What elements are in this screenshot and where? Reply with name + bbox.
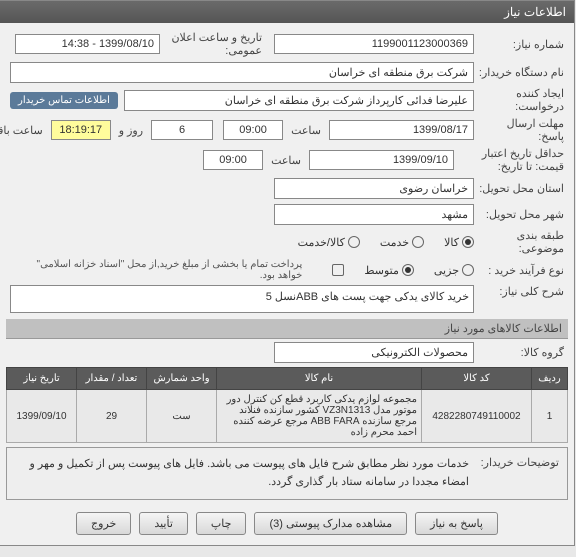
label-time-2: ساعت bbox=[264, 154, 310, 167]
label-city: شهر محل تحویل: bbox=[475, 208, 565, 221]
row-category: طبقه بندی موضوعی: کالا خدمت کالا/خدمت bbox=[7, 227, 569, 257]
label-remain: ساعت باقی مانده bbox=[0, 124, 52, 137]
row-process: نوع فرآیند خرید : جزیی متوسط پرداخت تمام… bbox=[7, 257, 569, 283]
section-items-head: اطلاعات کالاهای مورد نیاز bbox=[7, 319, 569, 339]
value-buyer-desc: خدمات مورد نظر مطابق شرح فایل های پیوست … bbox=[16, 456, 470, 491]
label-province: استان محل تحویل: bbox=[475, 182, 565, 195]
col-code: کد کالا bbox=[423, 368, 533, 390]
radio-goods-label: کالا bbox=[445, 236, 460, 249]
info-window: اطلاعات نیاز شماره نیاز: 119900112300036… bbox=[0, 0, 576, 546]
field-announce[interactable]: 1399/08/10 - 14:38 bbox=[16, 34, 161, 54]
col-unit: واحد شمارش bbox=[148, 368, 218, 390]
label-days: روز و bbox=[112, 124, 152, 137]
field-remain-time: 18:19:17 bbox=[52, 120, 112, 140]
label-deadline: مهلت ارسال پاسخ: bbox=[475, 117, 565, 143]
radio-icon bbox=[463, 236, 475, 248]
radio-small-label: جزیی bbox=[435, 264, 460, 277]
footer-buttons: پاسخ به نیاز مشاهده مدارک پیوستی (3) چاپ… bbox=[7, 504, 569, 539]
field-remain-days: 6 bbox=[152, 120, 214, 140]
field-province[interactable]: خراسان رضوی bbox=[275, 178, 475, 199]
attachments-button[interactable]: مشاهده مدارک پیوستی (3) bbox=[255, 512, 408, 535]
field-validity-date[interactable]: 1399/09/10 bbox=[310, 150, 455, 170]
label-announce: تاریخ و ساعت اعلان عمومی: bbox=[161, 31, 271, 57]
label-category: طبقه بندی موضوعی: bbox=[475, 229, 565, 255]
field-summary[interactable]: خرید کالای یدکی جهت پست های ABBنسل 5 bbox=[11, 285, 475, 313]
radio-small[interactable]: جزیی bbox=[435, 264, 475, 277]
row-city: شهر محل تحویل: مشهد bbox=[7, 201, 569, 227]
radio-icon bbox=[463, 264, 475, 276]
field-creator[interactable]: علیرضا فدائی کارپرداز شرکت برق منطقه ای … bbox=[125, 90, 475, 111]
checkbox-treasury[interactable] bbox=[333, 264, 345, 276]
col-idx: ردیف bbox=[533, 368, 569, 390]
row-province: استان محل تحویل: خراسان رضوی bbox=[7, 175, 569, 201]
window-title: اطلاعات نیاز bbox=[1, 1, 575, 23]
col-name: نام کالا bbox=[218, 368, 423, 390]
row-buyer-org: نام دستگاه خریدار: شرکت برق منطقه ای خرا… bbox=[7, 59, 569, 85]
confirm-button[interactable]: تأیید bbox=[140, 512, 189, 535]
cell-code: 4282280749110002 bbox=[423, 390, 533, 443]
field-deadline-time[interactable]: 09:00 bbox=[224, 120, 284, 140]
row-group: گروه کالا: محصولات الکترونیکی bbox=[7, 339, 569, 365]
back-button[interactable]: پاسخ به نیاز bbox=[416, 512, 499, 535]
row-req-announce: شماره نیاز: 1199001123000369 تاریخ و ساع… bbox=[7, 29, 569, 59]
table-header-row: ردیف کد کالا نام کالا واحد شمارش تعداد /… bbox=[8, 368, 569, 390]
label-group: گروه کالا: bbox=[475, 346, 565, 359]
col-qty: تعداد / مقدار bbox=[78, 368, 148, 390]
row-validity: حداقل تاریخ اعتبار قیمت: تا تاریخ: 1399/… bbox=[7, 145, 569, 175]
radio-goods[interactable]: کالا bbox=[445, 236, 475, 249]
items-table: ردیف کد کالا نام کالا واحد شمارش تعداد /… bbox=[7, 367, 569, 443]
field-group[interactable]: محصولات الکترونیکی bbox=[275, 342, 475, 363]
close-button[interactable]: خروج bbox=[77, 512, 132, 535]
col-date: تاریخ نیاز bbox=[8, 368, 78, 390]
field-validity-time[interactable]: 09:00 bbox=[204, 150, 264, 170]
cell-unit: ست bbox=[148, 390, 218, 443]
radio-medium[interactable]: متوسط bbox=[365, 264, 415, 277]
label-summary: شرح کلی نیاز: bbox=[475, 285, 565, 298]
field-req-no[interactable]: 1199001123000369 bbox=[275, 34, 475, 54]
cell-name: مجموعه لوازم یدکی کاربرد قطع کن کنترل دو… bbox=[218, 390, 423, 443]
radio-goods-service[interactable]: کالا/خدمت bbox=[299, 236, 361, 249]
field-buyer-org[interactable]: شرکت برق منطقه ای خراسان bbox=[11, 62, 475, 83]
radio-icon bbox=[403, 264, 415, 276]
cell-idx: 1 bbox=[533, 390, 569, 443]
cell-qty: 29 bbox=[78, 390, 148, 443]
label-creator: ایجاد کننده درخواست: bbox=[475, 87, 565, 113]
radio-service[interactable]: خدمت bbox=[381, 236, 425, 249]
row-summary: شرح کلی نیاز: خرید کالای یدکی جهت پست ها… bbox=[7, 283, 569, 315]
row-creator: ایجاد کننده درخواست: علیرضا فدائی کارپرد… bbox=[7, 85, 569, 115]
content-area: شماره نیاز: 1199001123000369 تاریخ و ساع… bbox=[1, 23, 575, 545]
radio-icon bbox=[349, 236, 361, 248]
table-row[interactable]: 1 4282280749110002 مجموعه لوازم یدکی کار… bbox=[8, 390, 569, 443]
radio-medium-label: متوسط bbox=[365, 264, 400, 277]
contact-link[interactable]: اطلاعات تماس خریدار bbox=[11, 92, 119, 109]
field-city[interactable]: مشهد bbox=[275, 204, 475, 225]
radio-icon bbox=[413, 236, 425, 248]
cell-date: 1399/09/10 bbox=[8, 390, 78, 443]
label-req-no: شماره نیاز: bbox=[475, 38, 565, 51]
buyer-desc-box: توضیحات خریدار: خدمات مورد نظر مطابق شرح… bbox=[7, 447, 569, 500]
label-time-1: ساعت bbox=[284, 124, 330, 137]
radio-gs-label: کالا/خدمت bbox=[299, 236, 346, 249]
process-note: پرداخت تمام یا بخشی از مبلغ خرید,از محل … bbox=[11, 259, 303, 281]
checkbox-icon bbox=[333, 264, 345, 276]
label-buyer-desc: توضیحات خریدار: bbox=[470, 456, 560, 491]
row-deadline: مهلت ارسال پاسخ: 1399/08/17 ساعت 09:00 6… bbox=[7, 115, 569, 145]
field-deadline-date[interactable]: 1399/08/17 bbox=[330, 120, 475, 140]
radio-service-label: خدمت bbox=[381, 236, 410, 249]
label-process: نوع فرآیند خرید : bbox=[475, 264, 565, 277]
label-validity: حداقل تاریخ اعتبار قیمت: تا تاریخ: bbox=[455, 147, 565, 173]
print-button[interactable]: چاپ bbox=[197, 512, 248, 535]
label-buyer-org: نام دستگاه خریدار: bbox=[475, 66, 565, 79]
